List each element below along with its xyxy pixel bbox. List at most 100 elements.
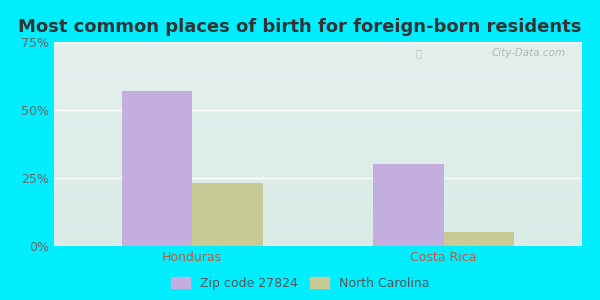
Bar — [122, 91, 192, 246]
Text: ⓘ: ⓘ — [415, 48, 421, 58]
Bar — [54, 107, 582, 109]
Bar — [54, 158, 582, 160]
Bar — [54, 126, 582, 128]
Bar — [54, 113, 582, 116]
Bar — [54, 99, 582, 101]
Bar — [54, 195, 582, 197]
Text: Most common places of birth for foreign-born residents: Most common places of birth for foreign-… — [19, 18, 581, 36]
Bar — [54, 122, 582, 124]
Bar — [54, 95, 582, 97]
Bar — [54, 244, 582, 246]
Bar — [54, 75, 582, 77]
Bar — [54, 140, 582, 142]
Bar — [54, 162, 582, 164]
Bar — [54, 234, 582, 236]
Bar — [54, 189, 582, 191]
Bar — [54, 68, 582, 70]
Bar — [54, 236, 582, 238]
Bar — [54, 142, 582, 144]
Bar — [54, 52, 582, 54]
Bar — [54, 134, 582, 136]
Bar — [54, 187, 582, 189]
Bar — [54, 181, 582, 183]
Bar — [54, 79, 582, 81]
Bar — [54, 170, 582, 172]
Bar — [54, 160, 582, 162]
Bar — [54, 226, 582, 228]
Bar — [54, 148, 582, 150]
Text: City-Data.com: City-Data.com — [492, 48, 566, 58]
Bar — [54, 185, 582, 187]
Bar — [54, 164, 582, 166]
Bar — [54, 177, 582, 179]
Bar — [54, 119, 582, 122]
Bar — [54, 136, 582, 138]
Bar — [54, 150, 582, 152]
Bar — [54, 101, 582, 103]
Bar — [54, 70, 582, 73]
Bar — [54, 215, 582, 217]
Bar — [54, 197, 582, 199]
Bar — [54, 118, 582, 119]
Bar — [54, 48, 582, 50]
Bar — [54, 199, 582, 201]
Bar — [54, 175, 582, 177]
Bar — [54, 64, 582, 67]
Bar — [54, 58, 582, 60]
Bar — [54, 77, 582, 79]
Bar — [54, 228, 582, 230]
Bar — [54, 44, 582, 46]
Bar — [54, 167, 582, 169]
Bar — [54, 54, 582, 56]
Bar — [54, 93, 582, 95]
Bar — [54, 50, 582, 52]
Bar — [54, 156, 582, 158]
Bar — [54, 116, 582, 118]
Bar — [54, 203, 582, 205]
Bar — [54, 85, 582, 87]
Bar — [54, 238, 582, 240]
Bar — [54, 81, 582, 83]
Bar — [54, 138, 582, 140]
Bar — [54, 67, 582, 68]
Bar — [54, 209, 582, 211]
Bar — [54, 146, 582, 148]
Bar — [54, 230, 582, 232]
Bar — [54, 89, 582, 91]
Bar — [54, 144, 582, 146]
Bar — [54, 109, 582, 111]
Bar — [54, 207, 582, 209]
Bar — [54, 42, 582, 44]
Bar — [54, 128, 582, 130]
Bar — [54, 232, 582, 234]
Bar — [54, 111, 582, 113]
Legend: Zip code 27824, North Carolina: Zip code 27824, North Carolina — [167, 273, 433, 294]
Bar — [54, 211, 582, 213]
Bar — [54, 124, 582, 126]
Bar — [54, 62, 582, 64]
Bar — [192, 183, 263, 246]
Bar — [54, 193, 582, 195]
Bar — [54, 205, 582, 207]
Bar — [54, 97, 582, 99]
Bar — [54, 73, 582, 75]
Bar — [54, 201, 582, 203]
Bar — [54, 91, 582, 93]
Bar — [54, 130, 582, 132]
Bar — [54, 191, 582, 193]
Bar — [54, 220, 582, 221]
Bar — [54, 154, 582, 156]
Bar — [54, 56, 582, 58]
Bar — [373, 164, 444, 246]
Bar — [54, 152, 582, 154]
Bar — [54, 103, 582, 105]
Bar — [54, 242, 582, 244]
Bar — [54, 179, 582, 181]
Bar — [54, 224, 582, 226]
Bar — [54, 183, 582, 185]
Bar — [54, 87, 582, 89]
Bar — [54, 46, 582, 48]
Bar — [54, 218, 582, 220]
Bar — [54, 240, 582, 242]
Bar — [54, 83, 582, 85]
